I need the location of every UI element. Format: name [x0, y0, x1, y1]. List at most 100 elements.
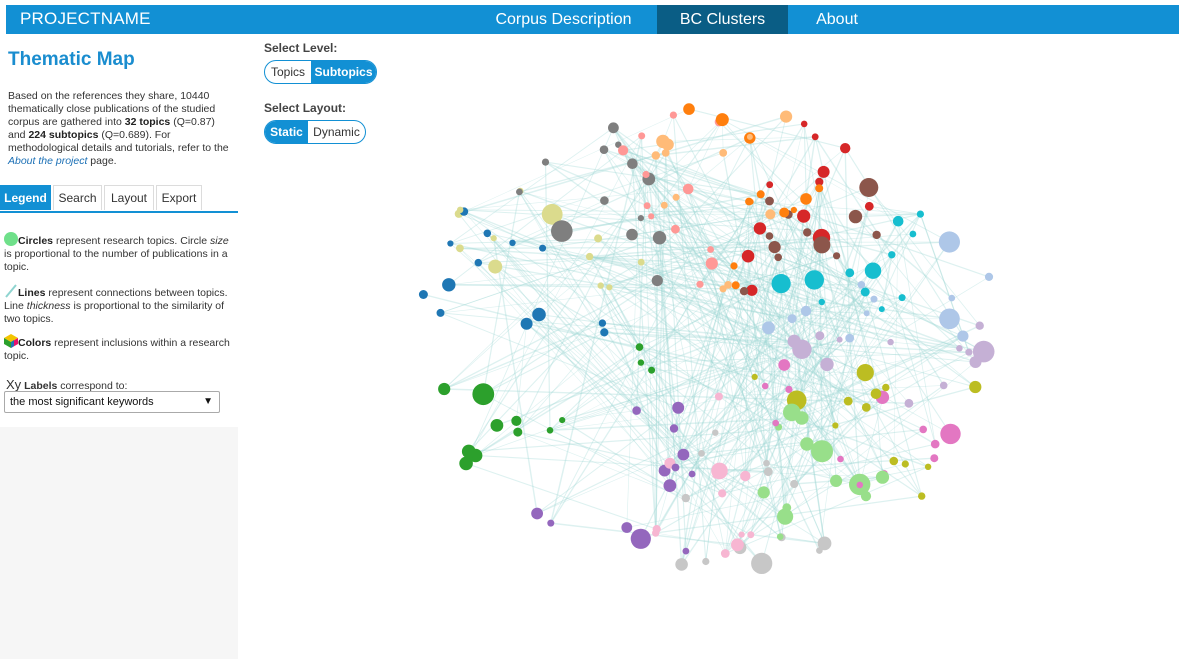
topic-node[interactable] [772, 419, 779, 427]
topic-node[interactable] [840, 143, 851, 154]
topic-node[interactable] [836, 336, 843, 343]
topic-node[interactable] [672, 401, 685, 414]
topic-node[interactable] [488, 259, 503, 274]
topic-node[interactable] [652, 231, 667, 245]
level-option-subtopics[interactable]: Subtopics [311, 61, 376, 83]
topic-node[interactable] [811, 440, 833, 463]
topic-node[interactable] [702, 557, 710, 566]
topic-node[interactable] [762, 321, 775, 335]
topic-node[interactable] [712, 429, 719, 436]
topic-node[interactable] [969, 380, 982, 394]
topic-node[interactable] [774, 253, 782, 262]
topic-node[interactable] [815, 177, 824, 186]
topic-node[interactable] [456, 244, 464, 253]
topic-node[interactable] [541, 158, 550, 166]
topic-node[interactable] [739, 287, 749, 296]
topic-node[interactable] [845, 268, 855, 278]
topic-node[interactable] [763, 467, 773, 477]
topic-node[interactable] [813, 236, 831, 254]
topic-node[interactable] [648, 366, 656, 374]
topic-node[interactable] [818, 298, 825, 306]
topic-node[interactable] [753, 222, 767, 235]
topic-node[interactable] [671, 224, 680, 234]
topic-node[interactable] [600, 328, 609, 337]
topic-node[interactable] [763, 459, 770, 467]
topic-node[interactable] [672, 193, 680, 201]
topic-node[interactable] [696, 280, 704, 288]
topic-node[interactable] [783, 403, 801, 422]
topic-node[interactable] [803, 228, 812, 237]
topic-node[interactable] [698, 450, 705, 457]
topic-node[interactable] [746, 133, 753, 140]
topic-node[interactable] [461, 444, 476, 459]
topic-node[interactable] [474, 258, 483, 267]
topic-node[interactable] [856, 481, 864, 489]
topic-node[interactable] [712, 471, 720, 479]
topic-node[interactable] [724, 281, 733, 289]
topic-node[interactable] [860, 287, 870, 297]
topic-node[interactable] [833, 252, 841, 260]
topic-node[interactable] [547, 519, 555, 527]
topic-node[interactable] [516, 188, 523, 196]
topic-node[interactable] [597, 282, 604, 289]
topic-node[interactable] [683, 103, 695, 115]
topic-node[interactable] [882, 383, 890, 392]
topic-node[interactable] [800, 120, 808, 128]
topic-node[interactable] [719, 285, 727, 293]
topic-node[interactable] [707, 246, 714, 253]
topic-node[interactable] [948, 294, 956, 302]
topic-node[interactable] [820, 357, 834, 372]
topic-node[interactable] [859, 178, 879, 197]
topic-node[interactable] [972, 340, 995, 363]
topic-node[interactable] [787, 334, 801, 348]
topic-node[interactable] [483, 229, 492, 238]
topic-node[interactable] [761, 382, 769, 390]
topic-node[interactable] [892, 215, 904, 227]
topic-node[interactable] [718, 489, 727, 498]
topic-node[interactable] [747, 531, 755, 539]
tab-layout[interactable]: Layout [104, 185, 154, 210]
topic-node[interactable] [751, 373, 758, 380]
topic-node[interactable] [637, 215, 644, 222]
topic-node[interactable] [738, 531, 745, 538]
topic-node[interactable] [682, 183, 694, 195]
topic-node[interactable] [857, 281, 866, 289]
topic-node[interactable] [765, 196, 774, 206]
topic-node[interactable] [797, 209, 811, 223]
topic-node[interactable] [457, 206, 464, 213]
topic-node[interactable] [705, 257, 718, 270]
topic-node[interactable] [594, 234, 603, 243]
topic-node[interactable] [815, 331, 825, 341]
topic-node[interactable] [600, 196, 609, 205]
topic-node[interactable] [909, 230, 917, 238]
topic-node[interactable] [627, 158, 638, 169]
layout-option-static[interactable]: Static [265, 121, 308, 143]
nav-about[interactable]: About [816, 11, 858, 28]
topic-node[interactable] [785, 385, 793, 393]
topic-node[interactable] [520, 317, 533, 330]
topic-node[interactable] [642, 170, 650, 179]
topic-node[interactable] [598, 319, 607, 327]
topic-node[interactable] [904, 398, 914, 408]
topic-node[interactable] [790, 206, 798, 214]
topic-node[interactable] [651, 275, 663, 287]
topic-node[interactable] [817, 165, 830, 178]
topic-node[interactable] [669, 424, 679, 433]
topic-node[interactable] [924, 463, 932, 470]
topic-node[interactable] [688, 470, 696, 478]
topic-node[interactable] [436, 308, 445, 317]
topic-node[interactable] [438, 382, 451, 396]
topic-node[interactable] [531, 507, 543, 520]
topic-node[interactable] [747, 198, 754, 205]
topic-node[interactable] [626, 228, 638, 241]
topic-node[interactable] [875, 470, 890, 484]
topic-node[interactable] [757, 486, 770, 499]
topic-node[interactable] [532, 307, 546, 322]
topic-node[interactable] [682, 547, 690, 555]
topic-node[interactable] [800, 437, 814, 451]
topic-node[interactable] [870, 388, 882, 400]
topic-node[interactable] [898, 294, 906, 302]
topic-node[interactable] [779, 207, 790, 218]
topic-node[interactable] [887, 338, 894, 346]
topic-node[interactable] [751, 552, 773, 575]
